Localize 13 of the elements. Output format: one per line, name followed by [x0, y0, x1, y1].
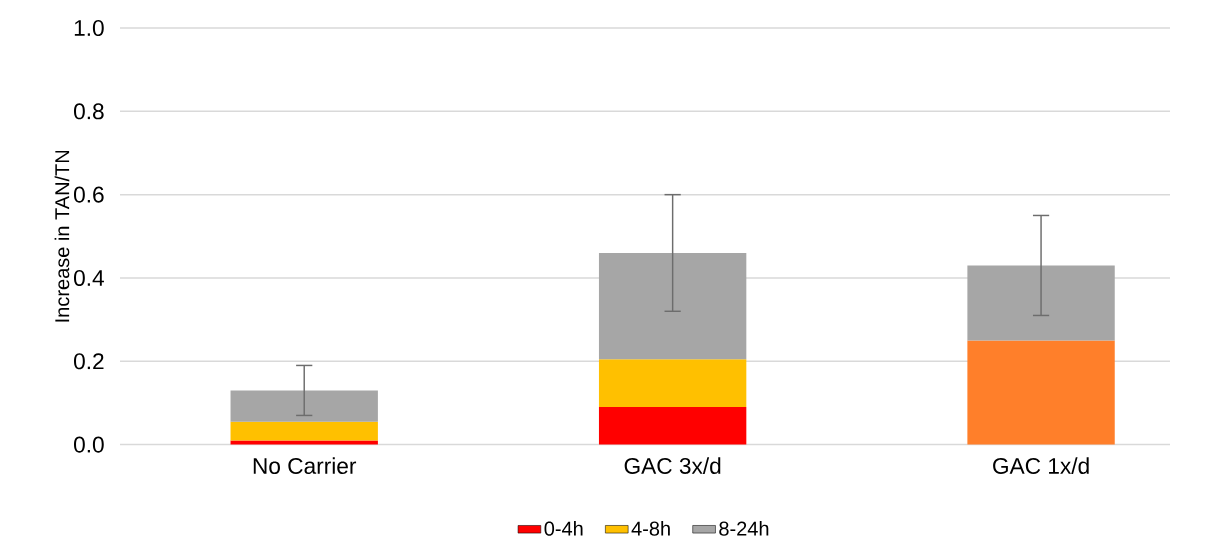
legend-label: 0-4h [544, 521, 583, 536]
x-tick-label: No Carrier [253, 457, 357, 474]
y-tick-label: 0.6 [74, 186, 104, 203]
x-tick-label: GAC 1x/d [993, 457, 1089, 474]
x-tick-label: GAC 3x/d [624, 457, 721, 474]
y-tick-label: 0.2 [74, 353, 104, 370]
y-tick-label: 0.8 [74, 103, 104, 120]
y-tick-label: 1.0 [74, 19, 104, 37]
legend-label: 8-24h [719, 521, 769, 536]
y-tick-label: 0.4 [74, 269, 104, 286]
y-tick-label: 0.0 [74, 436, 104, 453]
legend-label: 4-8h [631, 521, 670, 536]
y-axis-title: Increase in TAN/TN [54, 150, 70, 322]
